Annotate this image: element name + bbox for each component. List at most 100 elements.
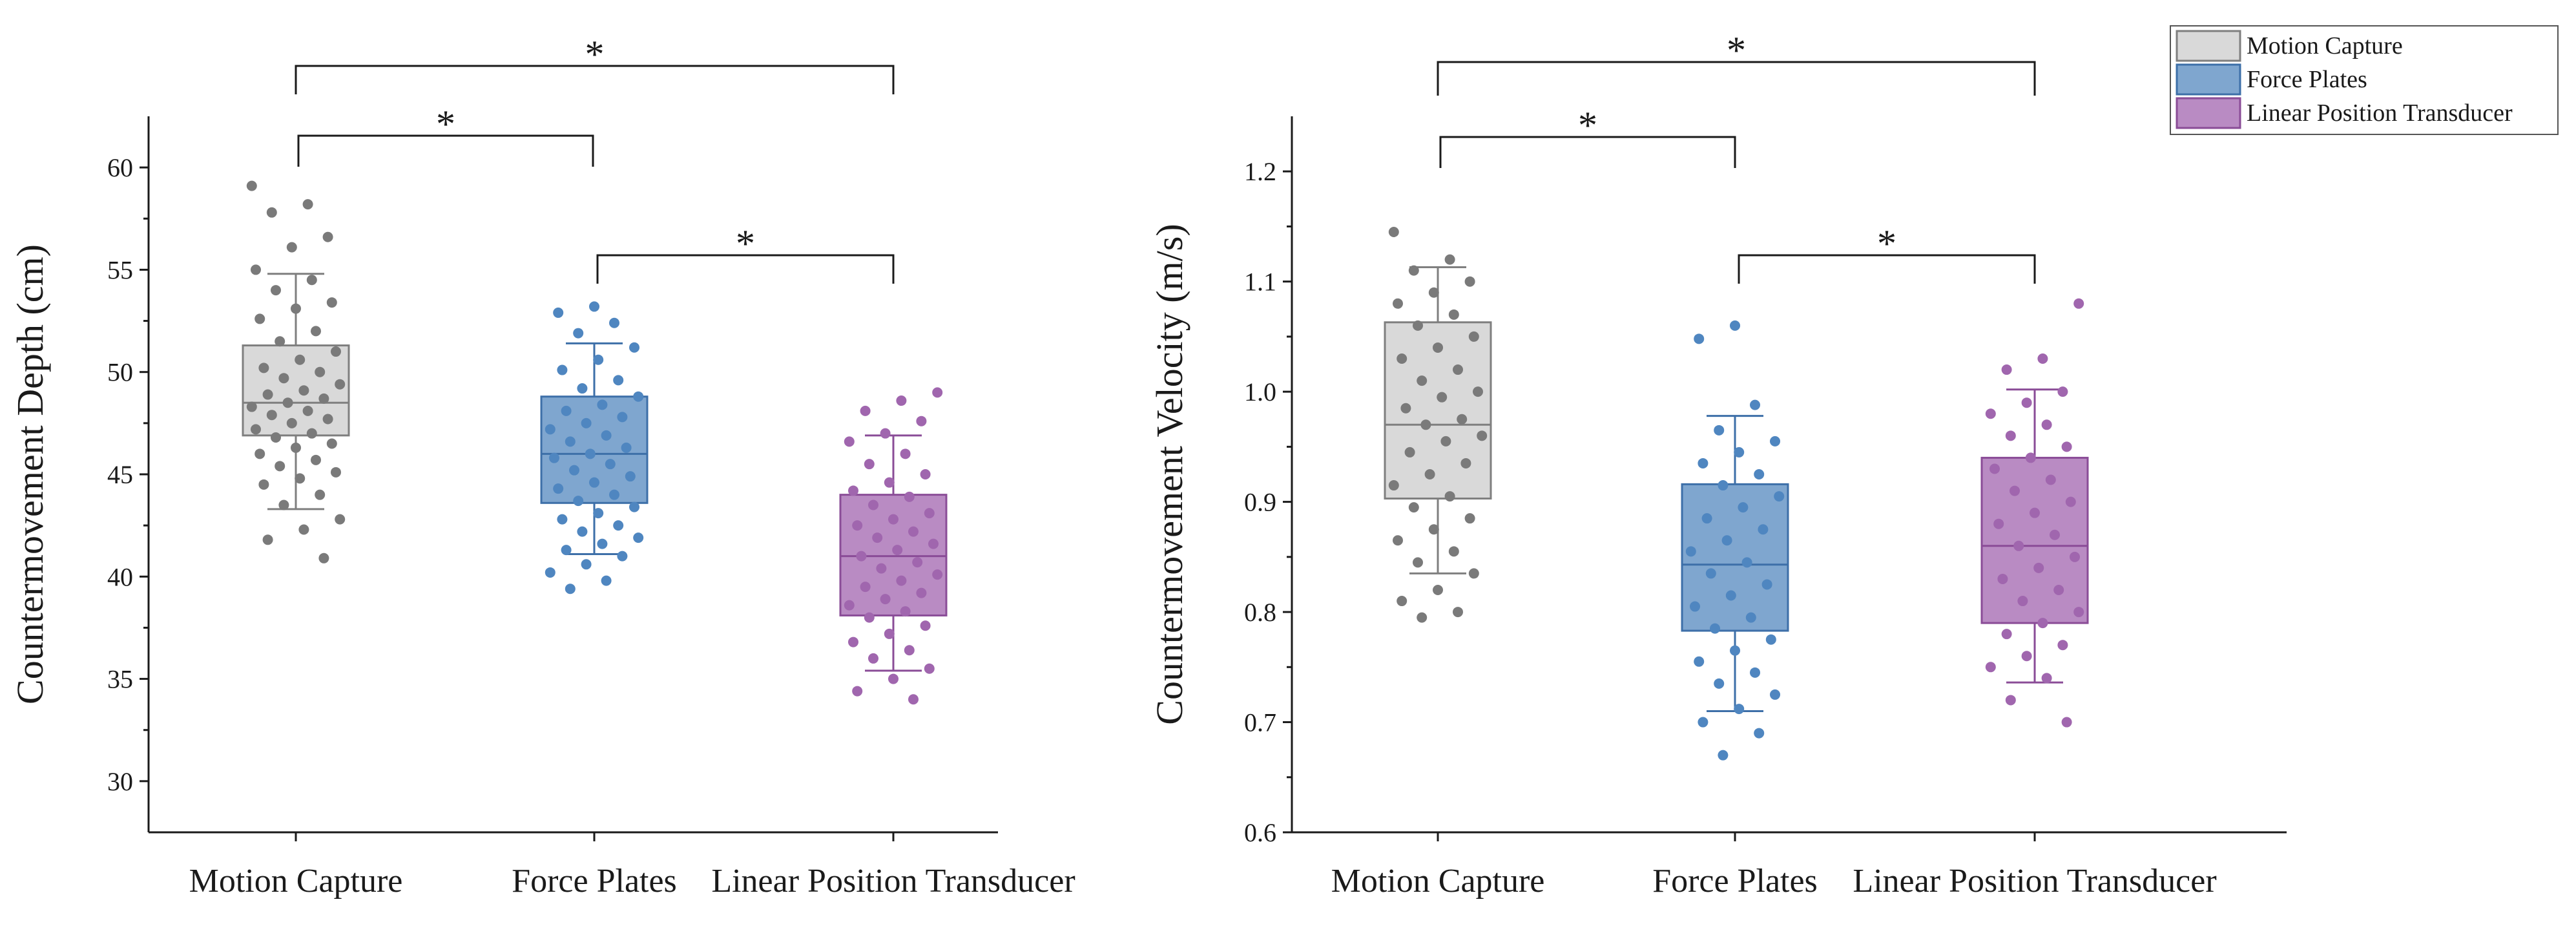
y-tick-label: 1.0 — [1244, 377, 1276, 406]
data-point — [2001, 629, 2012, 640]
y-axis-title: Countermovement Velocity (m/s) — [1148, 224, 1190, 724]
data-point — [557, 364, 568, 375]
data-point — [1993, 518, 2004, 529]
data-point — [888, 673, 898, 684]
data-point — [848, 637, 858, 647]
sig-star: * — [736, 222, 755, 265]
data-point — [1761, 579, 1772, 590]
data-point — [848, 485, 858, 496]
sig-star: * — [1727, 29, 1746, 72]
data-point — [1397, 596, 1407, 607]
sig-star: * — [1877, 222, 1896, 265]
data-point — [860, 582, 871, 593]
y-tick-label: 30 — [107, 767, 133, 796]
data-point — [876, 563, 887, 574]
data-point — [884, 477, 895, 488]
data-point — [331, 346, 341, 357]
y-tick-label: 1.2 — [1244, 157, 1276, 186]
data-point — [1710, 623, 1720, 634]
y-axis-title: Countermovement Depth (cm) — [9, 244, 51, 704]
data-point — [315, 489, 326, 500]
y-tick-label: 55 — [107, 255, 133, 284]
data-point — [2041, 673, 2052, 684]
data-point — [1741, 557, 1752, 568]
data-point — [924, 663, 935, 674]
data-point — [1453, 364, 1463, 375]
data-point — [605, 459, 616, 470]
data-point — [1408, 502, 1419, 513]
data-point — [2045, 474, 2056, 485]
data-point — [1730, 645, 1740, 656]
data-point — [856, 551, 867, 562]
data-point — [557, 514, 568, 525]
data-point — [2057, 640, 2068, 651]
data-point — [1750, 399, 1760, 410]
data-point — [1413, 320, 1423, 331]
data-point — [900, 606, 911, 617]
box-iqr — [1980, 456, 2089, 624]
data-point — [2001, 364, 2012, 375]
y-tick-label: 0.6 — [1244, 818, 1276, 847]
sig-bracket-line — [295, 65, 895, 94]
data-point — [2030, 507, 2040, 518]
data-point — [920, 620, 931, 631]
data-point — [589, 477, 599, 488]
data-point — [2050, 529, 2060, 540]
data-point — [2061, 441, 2072, 452]
data-point — [1701, 513, 1712, 524]
sig-star: * — [585, 33, 605, 76]
data-point — [553, 483, 564, 494]
data-point — [888, 514, 898, 525]
points-force-plates — [545, 301, 644, 595]
data-point — [2013, 540, 2024, 551]
data-point — [2021, 397, 2032, 408]
data-point — [900, 448, 911, 459]
data-point — [549, 452, 559, 463]
data-point — [1698, 458, 1709, 468]
data-point — [1417, 612, 1428, 623]
data-point — [581, 417, 592, 428]
data-point — [326, 297, 337, 308]
data-point — [1428, 524, 1439, 535]
data-point — [908, 526, 919, 537]
data-point — [251, 264, 261, 275]
data-point — [601, 430, 612, 441]
data-point — [904, 645, 915, 656]
data-point — [291, 442, 301, 453]
data-point — [920, 469, 931, 479]
data-point — [1714, 425, 1725, 436]
legend-entry-motion-capture: Motion Capture — [2176, 30, 2403, 62]
data-point — [1718, 480, 1729, 491]
data-point — [1464, 276, 1475, 287]
y-tick-label: 0.8 — [1244, 598, 1276, 627]
data-point — [1468, 331, 1479, 342]
data-point — [258, 479, 269, 490]
data-point — [1774, 491, 1785, 502]
data-point — [1690, 601, 1700, 612]
legend-entry-force-plates: Force Plates — [2176, 63, 2367, 96]
data-point — [2041, 419, 2052, 430]
data-point — [932, 387, 943, 398]
data-point — [932, 569, 943, 580]
data-point — [880, 594, 891, 605]
data-point — [924, 508, 935, 519]
points-motion-capture — [1388, 226, 1488, 623]
data-point — [1770, 689, 1780, 700]
data-point — [1989, 463, 2000, 474]
y-tick-label: 0.9 — [1244, 488, 1276, 517]
data-point — [295, 473, 306, 484]
data-point — [302, 405, 313, 416]
data-point — [1714, 678, 1725, 689]
data-point — [1685, 546, 1696, 557]
legend-entry-linear-position-transducer: Linear Position Transducer — [2176, 97, 2513, 129]
data-point — [1448, 546, 1459, 557]
data-point — [278, 373, 289, 384]
velocity-chart: 0.6 0.7 0.8 0.9 1.0 1.1 1.2 Countermovement Vel… — [1148, 29, 2287, 900]
data-point — [282, 397, 293, 408]
data-point — [1448, 309, 1459, 320]
data-point — [928, 538, 939, 549]
data-point — [251, 424, 261, 435]
data-point — [868, 500, 878, 510]
data-point — [1424, 469, 1435, 479]
sig-bracket-force-plates-vs-linear-position-transducer: * — [1738, 222, 2036, 284]
